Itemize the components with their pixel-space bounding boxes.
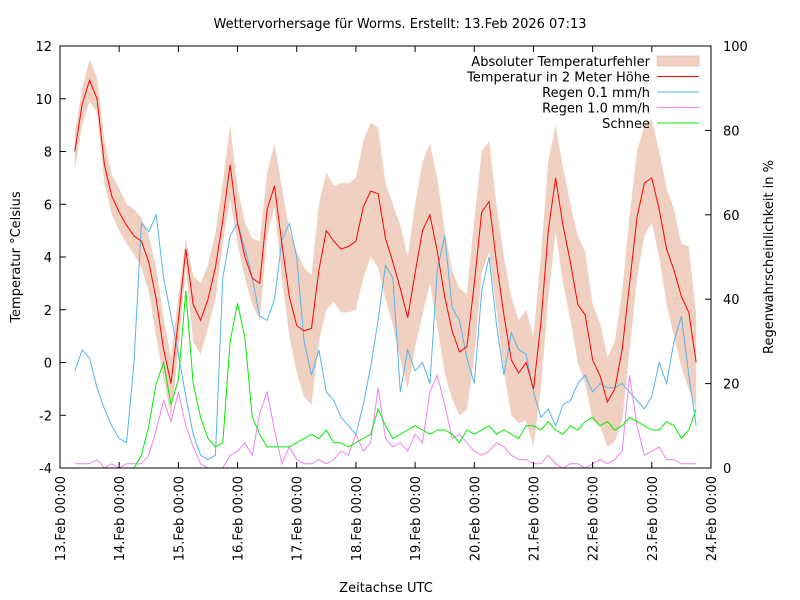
x-tick-label: 24.Feb 00:00 xyxy=(705,476,720,561)
y-tick-label: 0 xyxy=(44,357,52,372)
x-tick-label: 22.Feb 00:00 xyxy=(587,476,602,561)
temperature-error-band xyxy=(74,59,697,447)
plot-area xyxy=(74,59,697,469)
y-tick-label: 4 xyxy=(44,251,52,266)
x-tick-label: 19.Feb 00:00 xyxy=(409,476,424,561)
y-tick-label: 10 xyxy=(35,93,52,108)
x-tick-label: 23.Feb 00:00 xyxy=(646,476,661,561)
legend-swatch xyxy=(656,55,700,67)
legend-label: Regen 1.0 mm/h xyxy=(542,102,650,117)
temperature-line xyxy=(74,78,697,404)
x-tick-label: 20.Feb 00:00 xyxy=(468,476,483,561)
y-axis-title: Temperatur °Celsius xyxy=(9,191,24,324)
snow-line xyxy=(74,290,697,469)
y-tick-label: 2 xyxy=(44,304,52,319)
y-tick-label: -4 xyxy=(39,462,52,477)
y-tick-label: -2 xyxy=(39,409,52,424)
x-tick-label: 13.Feb 00:00 xyxy=(54,476,69,561)
y2-tick-label: 40 xyxy=(723,293,740,308)
axes: -4 -2 0 2 4 6 8 10 12 0 20 40 60 80 100 13.Feb 00:00 14.… xyxy=(35,40,747,561)
x-tick-label: 18.Feb 00:00 xyxy=(350,476,365,561)
y2-tick-label: 0 xyxy=(723,462,731,477)
legend-label: Absoluter Temperaturfehler xyxy=(471,55,650,70)
y2-tick-label: 60 xyxy=(723,209,740,224)
y-tick-label: 12 xyxy=(35,40,52,55)
x-tick-label: 21.Feb 00:00 xyxy=(527,476,542,561)
y2-tick-label: 20 xyxy=(723,378,740,393)
x-tick-label: 17.Feb 00:00 xyxy=(291,476,306,561)
x-axis-title: Zeitachse UTC xyxy=(339,581,433,596)
chart-title: Wettervorhersage für Worms. Erstellt: 13… xyxy=(213,17,586,32)
x-tick-label: 16.Feb 00:00 xyxy=(232,476,247,561)
y-tick-label: 8 xyxy=(44,146,52,161)
y2-axis-title: Regenwahrscheinlichkeit in % xyxy=(762,160,777,354)
legend-label: Temperatur in 2 Meter Höhe xyxy=(466,71,650,86)
rain-0-1-line xyxy=(74,212,697,461)
x-tick-label: 14.Feb 00:00 xyxy=(113,476,128,561)
y-tick-label: 6 xyxy=(44,198,52,213)
legend-label: Schnee xyxy=(602,117,650,132)
legend-label: Regen 0.1 mm/h xyxy=(542,86,650,101)
y2-tick-label: 80 xyxy=(723,124,740,139)
x-tick-label: 15.Feb 00:00 xyxy=(172,476,187,561)
y2-tick-label: 100 xyxy=(723,40,748,55)
